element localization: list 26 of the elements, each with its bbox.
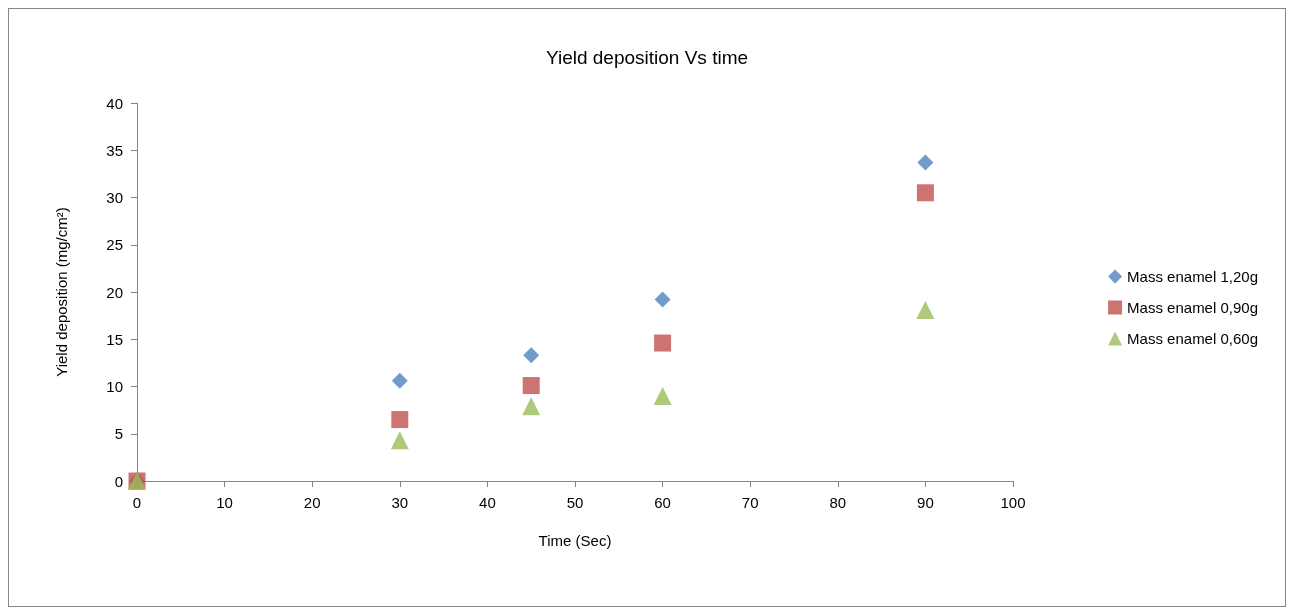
x-tick-label: 70 [741,494,759,511]
x-tick-label: 60 [654,494,671,511]
y-tick-label: 40 [106,94,123,112]
x-tick-label: 20 [303,494,321,511]
y-tick-label: 5 [114,425,123,443]
x-tick-label: 80 [829,494,847,511]
x-tick-label: 10 [216,494,233,511]
x-axis-title: Time (Sec) [538,532,612,549]
chart-title: Yield deposition Vs time [545,47,749,68]
y-tick-label: 0 [114,472,123,490]
y-tick-label: 20 [106,283,123,301]
y-tick-label: 30 [106,189,123,206]
legend-label: Mass enamel 0,90g [1127,299,1258,316]
x-tick-label: 100 [1000,494,1026,511]
y-tick-label: 15 [106,330,123,348]
legend-label: Mass enamel 0,60g [1127,330,1258,347]
x-tick-label: 50 [566,494,584,511]
x-tick-label: 40 [479,494,496,511]
legend-label: Mass enamel 1,20g [1127,268,1258,285]
y-tick-label: 25 [106,236,123,254]
y-tick-label: 10 [106,378,123,395]
x-tick-label: 90 [917,494,934,511]
x-tick-label: 30 [391,494,409,511]
y-tick-label: 35 [106,141,123,159]
y-axis-title: Yield deposition (mg/cm²) [53,207,70,377]
x-tick-label: 0 [132,494,142,511]
